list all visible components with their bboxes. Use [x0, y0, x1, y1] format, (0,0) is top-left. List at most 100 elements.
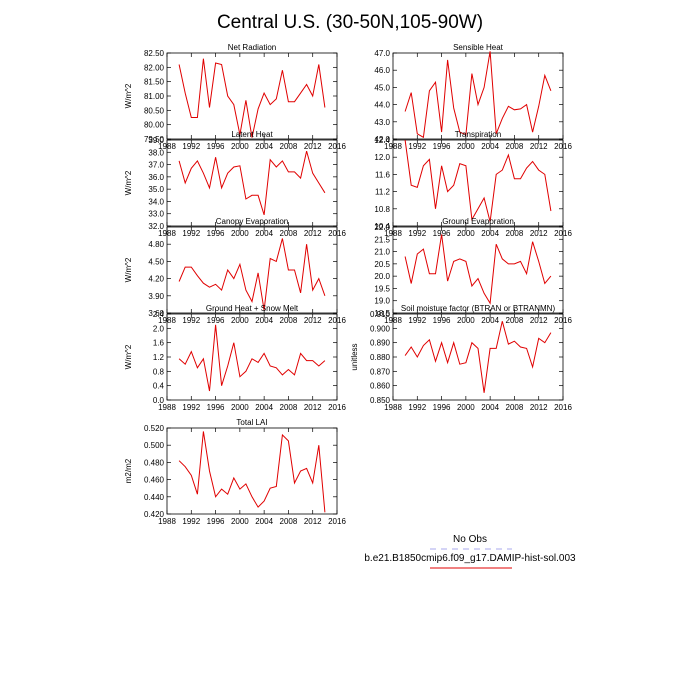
panels: Net Radiation 79.50 80.00 80.50 81.00 81.50 82…: [124, 43, 572, 526]
x-tick-label: 1988: [158, 403, 176, 412]
panel-title: Ground Evaporation: [442, 217, 514, 226]
x-tick-label: 2004: [481, 316, 499, 325]
y-tick-label: 33.0: [148, 210, 164, 219]
series-line: [178, 238, 326, 311]
y-tick-label: 0.4: [153, 382, 165, 391]
plot-frame: [166, 313, 338, 401]
y-tick-label: 12.0: [374, 153, 390, 162]
x-tick-label: 2000: [457, 142, 475, 151]
x-tick-label: 2012: [530, 403, 548, 412]
x-tick-label: 2004: [481, 142, 499, 151]
y-tick-label: 0.910: [370, 310, 391, 319]
x-tick-label: 2012: [304, 403, 322, 412]
x-tick-label: 2008: [506, 403, 524, 412]
y-tick-label: 0.0: [153, 396, 165, 405]
x-tick-label: 1992: [182, 517, 200, 526]
x-tick-label: 2004: [255, 403, 273, 412]
y-tick-label: 0.440: [144, 493, 165, 502]
y-tick-label: 0.8: [153, 367, 165, 376]
x-tick-label: 2004: [255, 229, 273, 238]
panel-title: Canopy Evaporation: [216, 217, 289, 226]
x-tick-label: 2008: [280, 142, 298, 151]
x-tick-label: 1996: [207, 229, 225, 238]
series-line: [404, 139, 552, 222]
y-tick-label: 0.500: [144, 441, 165, 450]
y-tick-label: 1.6: [153, 339, 165, 348]
y-tick-label: 22.0: [374, 223, 390, 232]
x-tick-label: 2004: [255, 316, 273, 325]
x-tick-label: 2008: [506, 142, 524, 151]
x-tick-label: 2012: [530, 142, 548, 151]
x-tick-label: 2000: [231, 517, 249, 526]
y-tick-label: 46.0: [374, 66, 390, 75]
x-tick-label: 2000: [231, 142, 249, 151]
panel-9: Total LAI 0.420 0.440 0.460 0.480 0.500 0.520 1…: [124, 418, 346, 526]
x-tick-label: 2000: [457, 316, 475, 325]
y-tick-label: 0.860: [370, 382, 391, 391]
x-tick-label: 2000: [231, 316, 249, 325]
panel-8: Soil moisture factor (BTRAN or BTRANMN) 0…: [350, 304, 572, 412]
plot-frame: [392, 226, 564, 314]
y-tick-label: 2.0: [153, 324, 165, 333]
y-axis-label: unitless: [350, 343, 359, 370]
series-line: [404, 51, 552, 139]
x-tick-label: 2012: [304, 316, 322, 325]
series-line: [404, 321, 552, 393]
y-axis-label: W/m^2: [124, 170, 133, 195]
panel-title: Soil moisture factor (BTRAN or BTRANMN): [401, 304, 556, 313]
y-tick-label: 0.890: [370, 339, 391, 348]
y-tick-label: 4.80: [148, 240, 164, 249]
y-tick-label: 20.5: [374, 260, 390, 269]
x-tick-label: 1992: [182, 229, 200, 238]
series-line: [178, 58, 326, 138]
y-axis-label: W/m^2: [124, 83, 133, 108]
plot-frame: [166, 427, 338, 515]
x-tick-label: 2008: [280, 316, 298, 325]
x-tick-label: 2000: [231, 229, 249, 238]
y-tick-label: 0.850: [370, 396, 391, 405]
x-tick-label: 1992: [408, 229, 426, 238]
plot-frame: [392, 313, 564, 401]
plot-frame: [392, 52, 564, 140]
y-tick-label: 36.0: [148, 173, 164, 182]
x-tick-label: 2004: [481, 403, 499, 412]
y-tick-label: 12.4: [374, 136, 390, 145]
y-tick-label: 47.0: [374, 49, 390, 58]
y-axis-label: m2/m2: [124, 458, 133, 483]
y-tick-label: 10.8: [374, 205, 390, 214]
y-tick-label: 0.870: [370, 367, 391, 376]
x-tick-label: 1996: [207, 316, 225, 325]
y-tick-label: 20.0: [374, 272, 390, 281]
x-tick-label: 2008: [280, 403, 298, 412]
x-tick-label: 2016: [328, 403, 346, 412]
y-tick-label: 38.0: [148, 148, 164, 157]
y-tick-label: 0.880: [370, 353, 391, 362]
x-tick-label: 2016: [554, 403, 572, 412]
x-tick-label: 2008: [280, 517, 298, 526]
y-tick-label: 81.00: [144, 92, 165, 101]
y-tick-label: 0.420: [144, 510, 165, 519]
x-tick-label: 2012: [530, 229, 548, 238]
x-tick-label: 1996: [207, 517, 225, 526]
y-tick-label: 11.6: [375, 170, 391, 179]
legend-obs-label: No Obs: [453, 534, 487, 545]
y-tick-label: 45.0: [374, 83, 390, 92]
x-tick-label: 2012: [304, 517, 322, 526]
y-tick-label: 43.0: [374, 118, 390, 127]
panel-title: Net Radiation: [228, 43, 276, 52]
y-tick-label: 21.5: [374, 235, 390, 244]
x-tick-label: 2016: [328, 517, 346, 526]
y-tick-label: 79.50: [144, 135, 165, 144]
y-tick-label: 35.0: [148, 185, 164, 194]
y-axis-label: W/m^2: [124, 257, 133, 282]
y-tick-label: 0.900: [370, 324, 391, 333]
y-tick-label: 11.2: [375, 188, 391, 197]
y-tick-label: 19.5: [374, 284, 390, 293]
panel-title: Latent Heat: [231, 130, 273, 139]
x-tick-label: 2012: [530, 316, 548, 325]
y-tick-label: 4.20: [148, 275, 164, 284]
y-tick-label: 34.0: [148, 197, 164, 206]
y-tick-label: 19.0: [374, 297, 390, 306]
panel-7: Ground Heat + Snow Melt 0.0 0.4 0.8 1.2 1.6 2.…: [124, 304, 346, 412]
